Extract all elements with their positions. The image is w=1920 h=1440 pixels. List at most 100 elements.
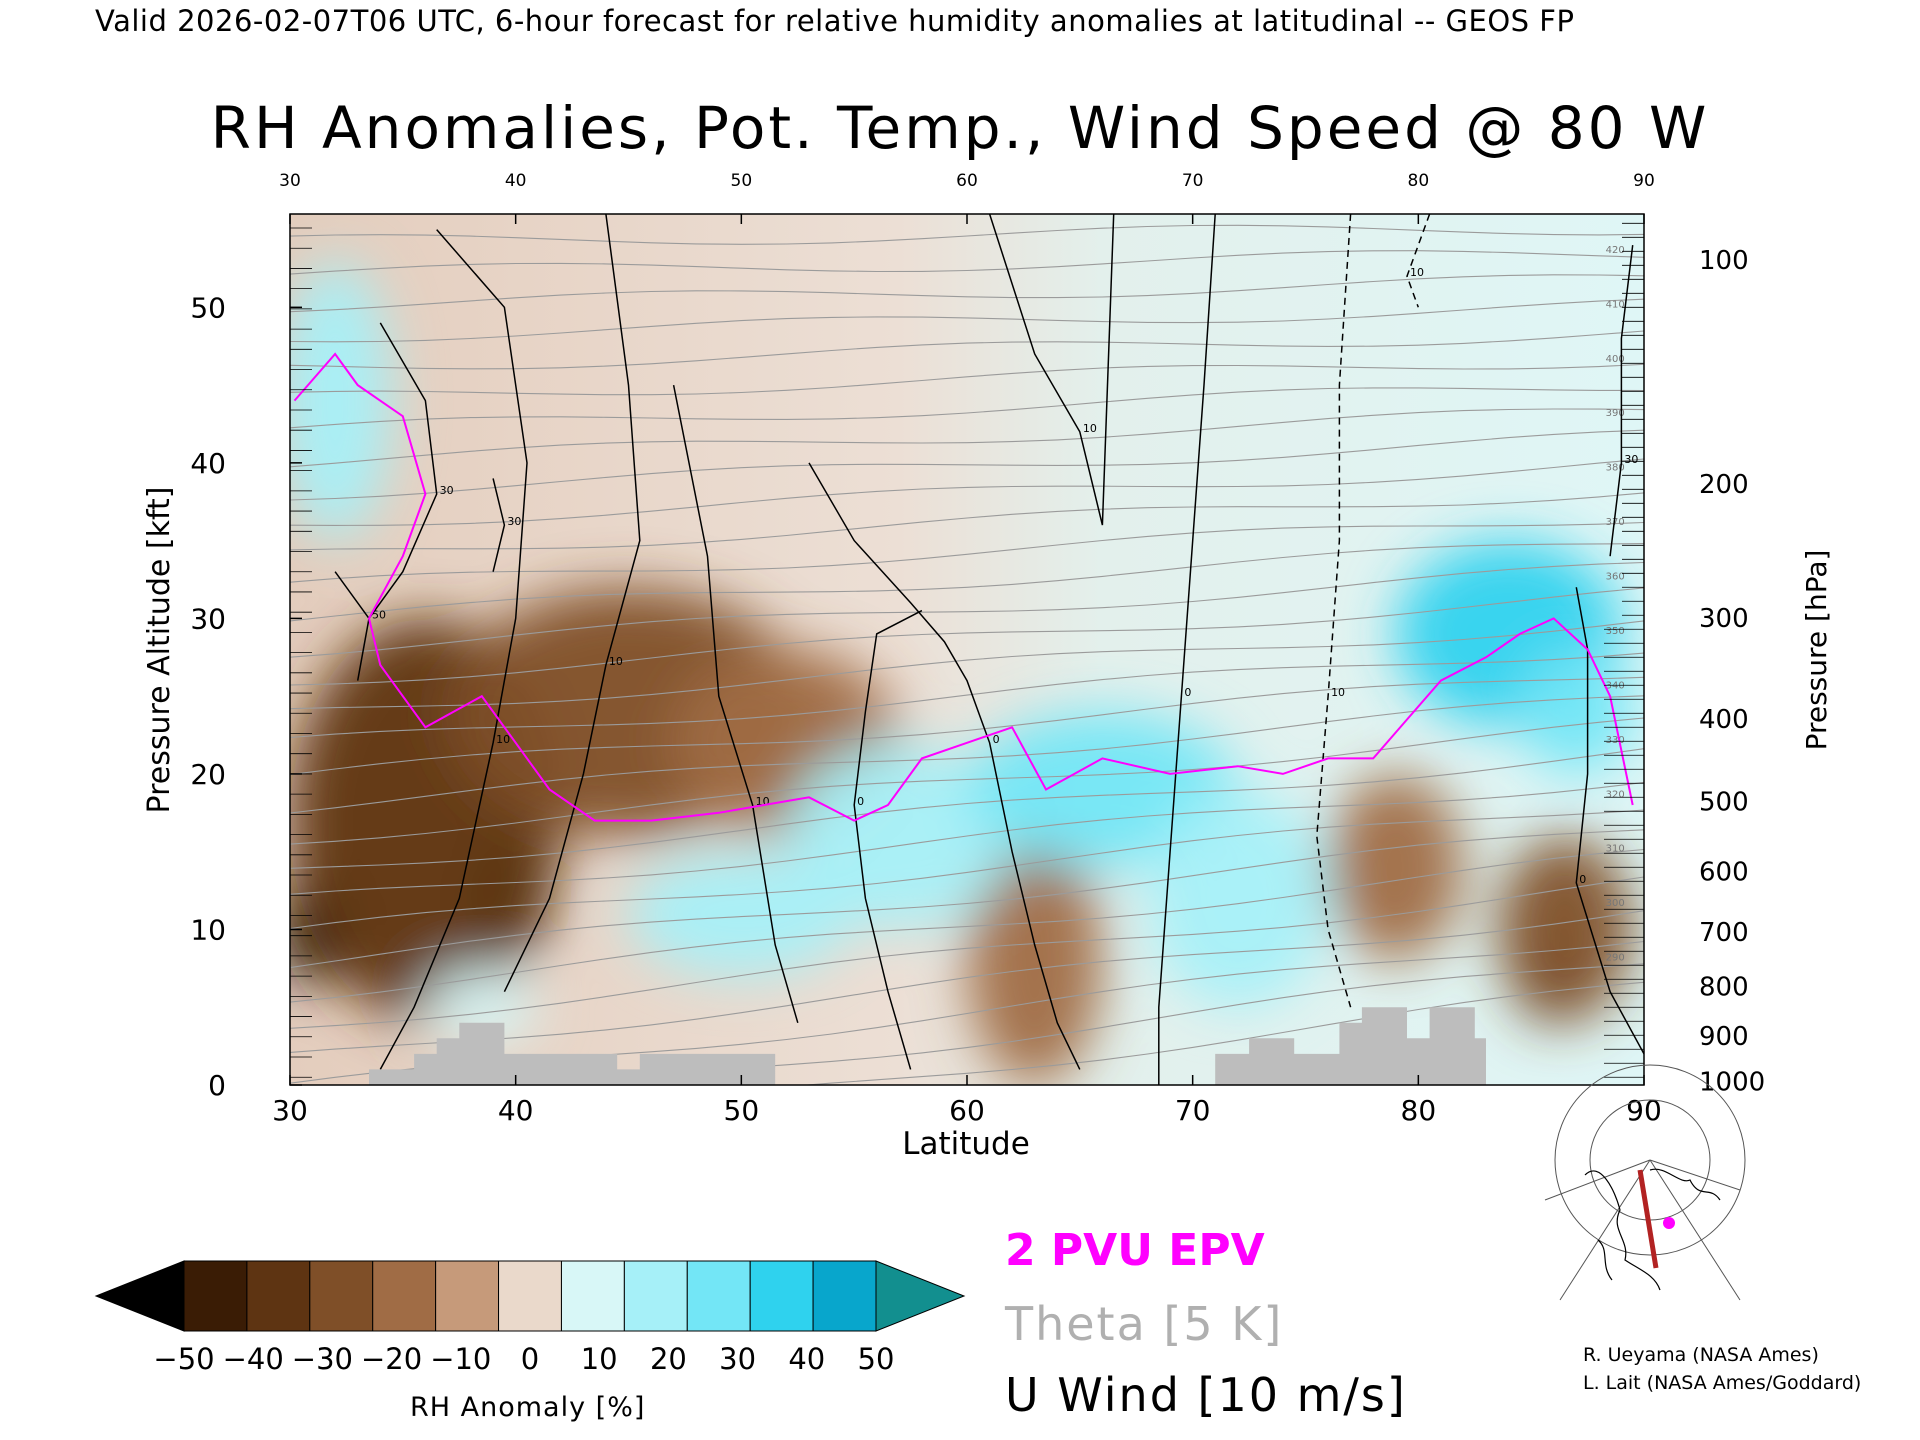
colorbar-right-extension (875, 1260, 966, 1332)
colorbar-tick-label: 0 (521, 1342, 539, 1376)
location-minimap (1544, 1064, 1746, 1302)
theta-contour-line (290, 330, 1644, 370)
minimap-grid (1544, 1064, 1746, 1301)
theta-contour-label: 390 (1606, 408, 1625, 419)
credit-line-2: L. Lait (NASA Ames/Goddard) (1583, 1372, 1862, 1394)
colorbar-tick-label: −40 (223, 1342, 284, 1376)
pressure-tick-label: 800 (1699, 972, 1749, 1002)
theta-contour-line (290, 876, 1644, 1029)
legend-theta: Theta [5 K] (1005, 1297, 1284, 1351)
theta-contour-line (290, 781, 1644, 895)
u-wind-contour-label: 0 (857, 795, 864, 808)
colorbar-tick-label: −10 (430, 1342, 491, 1376)
theta-contour-label: 290 (1606, 953, 1625, 964)
y-tick-label: 30 (190, 602, 226, 635)
theta-contour-label: 410 (1606, 299, 1625, 310)
pressure-tick-label: 1000 (1699, 1067, 1765, 1097)
u-wind-contour-label: 0 (1184, 686, 1191, 699)
rh-anomaly-region (425, 968, 539, 1047)
theta-contour-line (290, 809, 1644, 930)
theta-contour-line (290, 829, 1644, 969)
colorbar-left-extension (94, 1260, 185, 1332)
theta-contour-line (290, 620, 1644, 710)
theta-contour-line (290, 298, 1644, 343)
colorbar-tick-label: −30 (292, 1342, 353, 1376)
colorbar-tick-label: 50 (858, 1342, 895, 1376)
colorbar-segment (560, 1260, 625, 1332)
colorbar-segment (372, 1260, 437, 1332)
y-tick-label: 0 (208, 1069, 226, 1102)
u-wind-contour (1158, 214, 1216, 1085)
colorbar-segment (246, 1260, 311, 1332)
top-x-tick-label: 30 (279, 171, 301, 191)
theta-contour-line (290, 848, 1644, 1003)
minimap-coastlines (1584, 1168, 1721, 1291)
u-wind-contour (853, 609, 923, 1070)
pressure-tick-label: 100 (1699, 246, 1749, 276)
u-wind-contour-label: 0 (993, 733, 1000, 746)
theta-contour-line (290, 587, 1644, 686)
x-tick-label: 30 (272, 1094, 308, 1127)
rh-anomaly-region (1497, 836, 1633, 1023)
theta-contour-label: 350 (1606, 626, 1625, 637)
u-wind-contour-label: 30 (440, 484, 454, 497)
x-tick-label: 70 (1175, 1094, 1211, 1127)
minimap-section-line (1637, 1169, 1659, 1269)
theta-contour-line (290, 695, 1644, 814)
minimap-location-dot (1663, 1217, 1675, 1229)
u-wind-contour (1609, 245, 1634, 557)
u-wind-contour (672, 384, 799, 1024)
valid-time-header: Valid 2026-02-07T06 UTC, 6-hour forecast… (95, 4, 1575, 38)
top-x-tick-label: 40 (505, 171, 527, 191)
top-x-tick-label: 60 (956, 171, 978, 191)
theta-contour-line (290, 748, 1644, 869)
theta-contour-label: 360 (1606, 572, 1625, 583)
u-wind-contour-label: 10 (609, 655, 623, 668)
pressure-tick-label: 600 (1699, 857, 1749, 887)
pressure-tick-label: 200 (1699, 470, 1749, 500)
theta-contour-line (800, 981, 1644, 1085)
theta-contour-label: 380 (1606, 463, 1625, 474)
colorbar-tick-label: 20 (650, 1342, 687, 1376)
u-wind-contour (503, 214, 641, 993)
top-x-tick-label: 50 (731, 171, 753, 191)
u-wind-contour-label: 50 (372, 608, 386, 621)
pressure-tick-label: 700 (1699, 918, 1749, 948)
u-wind-contour (379, 229, 528, 1070)
colorbar-title: RH Anomaly [%] (410, 1392, 646, 1423)
theta-contour-label: 300 (1606, 898, 1625, 909)
legend-u-wind: U Wind [10 m/s] (1005, 1368, 1407, 1422)
rh-anomaly-region (628, 851, 855, 977)
theta-contour-label: 320 (1606, 789, 1625, 800)
top-x-tick-label: 70 (1182, 171, 1204, 191)
u-wind-contour (988, 214, 1115, 526)
u-wind-contour-label: 10 (1410, 266, 1424, 279)
epv-2pvu-line (293, 352, 1634, 822)
top-x-tick-label: 90 (1633, 171, 1655, 191)
u-wind-contour-label: 10 (1331, 686, 1345, 699)
u-wind-contour-label: 0 (1579, 873, 1586, 886)
theta-contour-line (290, 408, 1644, 468)
plot-area: 2903003103203303403503603703803904004104… (290, 214, 1644, 1085)
u-wind-contour-label: 10 (1083, 422, 1097, 435)
theta-contour-line (290, 429, 1644, 501)
credit-line-1: R. Ueyama (NASA Ames) (1583, 1344, 1819, 1366)
u-wind-contour-label: 30 (1624, 453, 1638, 466)
terrain-mask (290, 1007, 1644, 1085)
theta-contour-line (290, 561, 1644, 658)
theta-contour-line (290, 652, 1644, 739)
colorbar-tick-label: −20 (361, 1342, 422, 1376)
x-tick-label: 50 (724, 1094, 760, 1127)
u-wind-contour (1406, 214, 1431, 308)
theta-contour-line (290, 387, 1644, 429)
theta-contour-line (290, 274, 1644, 313)
rh-anomaly-region (786, 742, 1013, 930)
theta-contour-label: 310 (1606, 844, 1625, 855)
theta-contour-line (290, 676, 1644, 776)
theta-contour-line (290, 521, 1644, 583)
colorbar-segment (812, 1260, 877, 1332)
